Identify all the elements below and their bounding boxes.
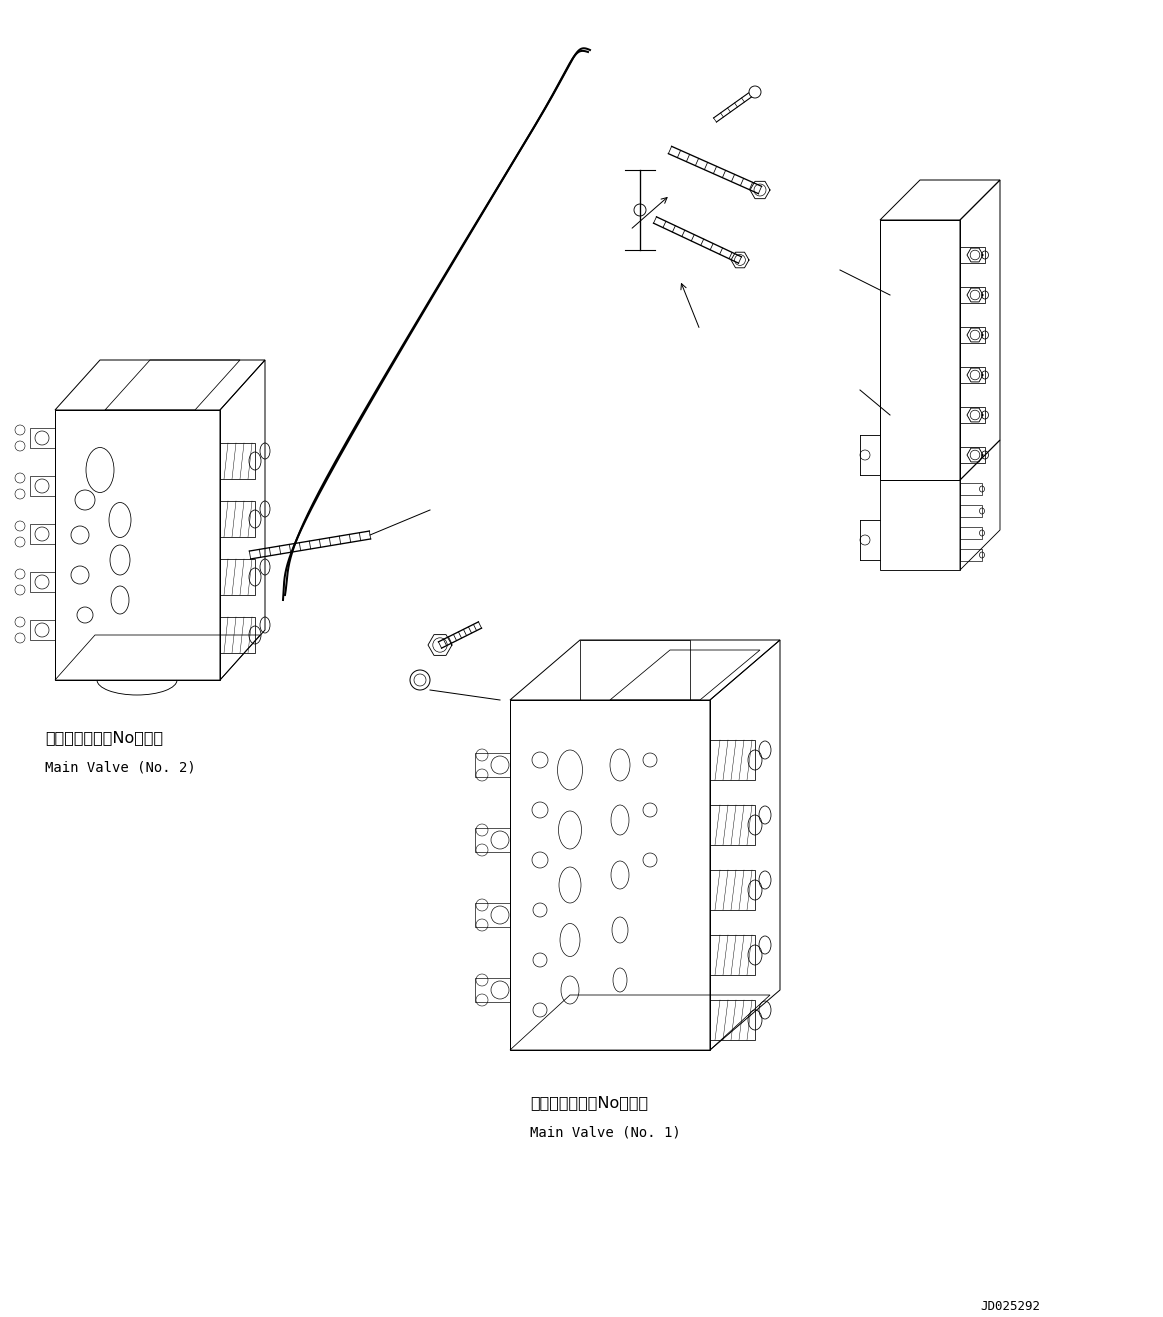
Bar (959, 504, 982, 518)
Bar (709, 805, 755, 846)
Bar (220, 443, 255, 479)
Text: メインバルブ（No．１）: メインバルブ（No．１） (530, 1094, 648, 1110)
Bar (709, 1000, 755, 1040)
Bar (959, 327, 985, 342)
Bar (959, 527, 982, 539)
Bar (709, 935, 755, 975)
Bar (475, 753, 511, 777)
Bar (959, 287, 985, 303)
Bar (959, 367, 985, 383)
Bar (475, 828, 511, 852)
Bar (959, 549, 982, 561)
Text: JD025292: JD025292 (980, 1300, 1040, 1313)
Text: Main Valve (No. 2): Main Valve (No. 2) (45, 760, 195, 774)
Bar (475, 903, 511, 927)
Bar (959, 248, 985, 263)
Text: Main Valve (No. 1): Main Valve (No. 1) (530, 1125, 680, 1139)
Bar (709, 871, 755, 910)
Bar (709, 740, 755, 780)
Bar (30, 475, 55, 497)
Bar (959, 407, 985, 423)
Bar (30, 428, 55, 448)
Text: メインバルブ（No．２）: メインバルブ（No．２） (45, 730, 163, 745)
Bar (959, 446, 985, 464)
Bar (959, 483, 982, 495)
Bar (30, 620, 55, 640)
Bar (475, 979, 511, 1002)
Bar (30, 524, 55, 544)
Bar (30, 572, 55, 593)
Bar (220, 500, 255, 537)
Bar (220, 616, 255, 653)
Bar (220, 558, 255, 595)
